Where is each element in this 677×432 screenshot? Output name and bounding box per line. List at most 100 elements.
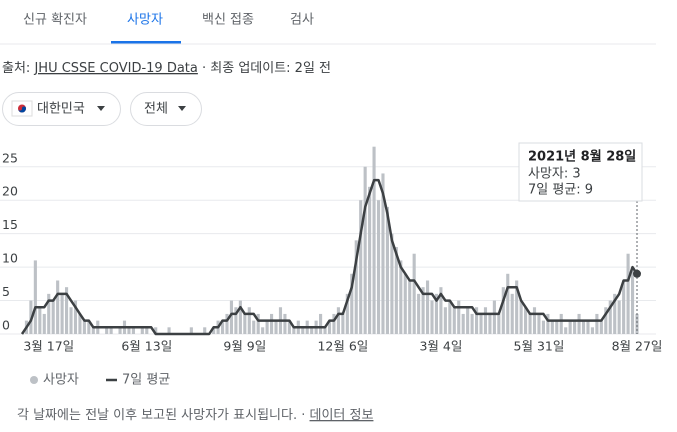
bar	[127, 327, 131, 334]
y-tick-label: 0	[2, 318, 10, 333]
x-tick-label: 8월 27일	[612, 339, 663, 354]
bar	[323, 327, 327, 334]
range-filter[interactable]	[130, 92, 202, 126]
bar	[581, 320, 586, 334]
bar	[519, 300, 523, 334]
updated: · 최종 업데이트: 2일 전	[202, 61, 331, 76]
bar	[69, 307, 73, 334]
tab[interactable]: 신규 확진자	[23, 13, 87, 28]
bar	[292, 327, 296, 334]
bar	[238, 300, 242, 334]
bar	[376, 200, 381, 334]
bar	[73, 300, 78, 334]
bar	[630, 267, 635, 334]
bar	[345, 293, 349, 334]
footer-note: 각 날짜에는 전날 이후 보고된 사망자가 표시됩니다. · 데이터 정보	[17, 408, 373, 423]
bar	[595, 313, 599, 334]
bar	[524, 307, 528, 334]
bar	[573, 320, 577, 334]
bar	[537, 313, 541, 334]
bar	[336, 307, 340, 334]
footer-text: 각 날짜에는 전날 이후 보고된 사망자가 표시됩니다.	[17, 408, 297, 423]
bar	[167, 327, 171, 334]
bar	[617, 300, 621, 334]
tab[interactable]: 검사	[290, 13, 314, 28]
bar	[394, 247, 398, 334]
bar	[425, 280, 430, 334]
bar	[234, 307, 238, 334]
bar	[319, 313, 323, 334]
bar	[310, 327, 314, 334]
bar	[225, 313, 229, 334]
legend-label: 7일 평균	[122, 373, 170, 388]
bar	[532, 307, 537, 334]
bar	[403, 273, 407, 334]
bar	[622, 280, 626, 334]
flag	[11, 100, 33, 117]
bar	[301, 327, 305, 334]
bar	[287, 320, 291, 334]
bar	[399, 260, 403, 334]
legend-label: 사망자	[43, 373, 79, 388]
bar	[140, 327, 144, 334]
bar	[430, 300, 434, 334]
bar	[590, 327, 594, 334]
tab[interactable]: 백신 접종	[202, 13, 254, 28]
y-tick-label: 15	[2, 217, 18, 232]
bar	[626, 253, 630, 334]
bar	[457, 300, 461, 334]
bar	[252, 320, 256, 334]
footer-link[interactable]: 데이터 정보	[310, 408, 374, 423]
bar	[515, 280, 519, 334]
average-line	[20, 178, 639, 336]
bar	[439, 287, 443, 334]
bar	[189, 327, 193, 334]
bar	[564, 327, 568, 334]
hover-point	[633, 269, 641, 278]
bar	[42, 313, 46, 334]
bar	[555, 320, 559, 334]
bar	[341, 313, 345, 334]
bar	[212, 327, 216, 334]
y-tick-label: 5	[2, 284, 10, 299]
bar	[434, 293, 439, 334]
bar	[466, 307, 470, 334]
bar	[546, 313, 550, 334]
bar	[91, 327, 95, 334]
bar	[256, 313, 260, 334]
bar	[443, 307, 447, 334]
bar	[550, 320, 554, 334]
bar	[510, 293, 514, 334]
bar	[60, 293, 64, 334]
x-tick-label: 6월 13일	[121, 339, 172, 354]
x-tick-label: 12월 6일	[317, 339, 368, 354]
bar	[381, 173, 385, 334]
bar	[105, 327, 109, 334]
x-tick-label: 3월 4일	[419, 339, 462, 354]
source-link[interactable]: JHU CSSE COVID-19 Data	[33, 61, 197, 76]
bar	[421, 287, 425, 334]
bar	[51, 300, 55, 334]
bar	[109, 327, 113, 334]
bar	[613, 293, 617, 334]
bar	[586, 320, 590, 334]
bar	[568, 320, 572, 334]
bar	[528, 313, 532, 334]
tooltip-box	[518, 142, 643, 202]
bar	[82, 320, 86, 334]
bar	[65, 287, 69, 334]
bar	[274, 320, 278, 334]
bar	[261, 327, 265, 334]
bar	[604, 307, 608, 334]
tooltip: 2021년 8월 28일 사망자: 3 7일 평균: 9	[518, 142, 643, 202]
bar	[501, 287, 505, 334]
tooltip-deaths: 사망자: 3	[528, 167, 581, 182]
bar	[265, 320, 269, 334]
bar	[118, 327, 122, 334]
tooltip-date: 2021년 8월 28일	[528, 149, 636, 165]
tab-selected[interactable]: 사망자	[127, 13, 163, 28]
tooltip-average: 7일 평균: 9	[528, 183, 593, 198]
bar	[33, 260, 37, 334]
bar	[47, 293, 51, 334]
